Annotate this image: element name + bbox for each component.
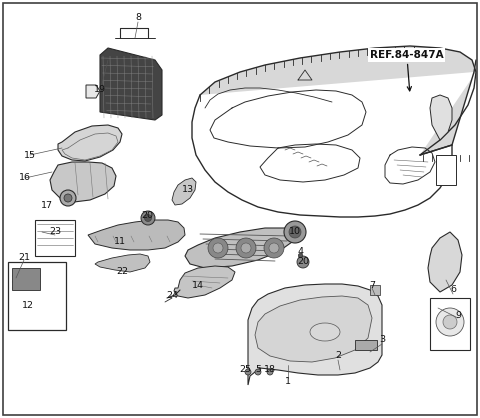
Circle shape <box>267 369 273 375</box>
Polygon shape <box>50 162 116 202</box>
Circle shape <box>289 226 301 238</box>
Text: 2: 2 <box>335 352 341 360</box>
Circle shape <box>144 214 152 222</box>
Text: 25: 25 <box>239 365 251 375</box>
Text: 17: 17 <box>41 201 53 209</box>
Circle shape <box>255 369 261 375</box>
Circle shape <box>213 243 223 253</box>
Text: 10: 10 <box>289 227 301 237</box>
Text: 22: 22 <box>116 268 128 276</box>
Text: 16: 16 <box>19 173 31 183</box>
Text: 19: 19 <box>94 86 106 94</box>
Polygon shape <box>100 48 162 120</box>
Text: 15: 15 <box>24 150 36 160</box>
Text: 12: 12 <box>22 301 34 309</box>
Circle shape <box>436 308 464 336</box>
Circle shape <box>141 211 155 225</box>
Bar <box>436 155 456 185</box>
Text: 9: 9 <box>455 311 461 319</box>
Circle shape <box>208 238 228 258</box>
Text: 20: 20 <box>141 211 153 219</box>
Text: 5: 5 <box>255 365 261 375</box>
Text: 11: 11 <box>114 237 126 247</box>
Polygon shape <box>174 266 235 298</box>
Bar <box>370 285 380 295</box>
Text: 13: 13 <box>182 186 194 194</box>
Circle shape <box>245 369 251 375</box>
Circle shape <box>60 190 76 206</box>
Polygon shape <box>430 95 452 140</box>
Bar <box>430 298 470 350</box>
Polygon shape <box>86 85 100 98</box>
Text: 8: 8 <box>135 13 141 23</box>
Text: 6: 6 <box>450 285 456 295</box>
Text: 24: 24 <box>166 291 178 300</box>
Text: 20: 20 <box>297 257 309 267</box>
Polygon shape <box>255 296 372 362</box>
Polygon shape <box>200 46 476 155</box>
Circle shape <box>297 256 309 268</box>
Polygon shape <box>58 125 122 161</box>
Circle shape <box>269 243 279 253</box>
Ellipse shape <box>310 323 340 341</box>
Polygon shape <box>185 228 295 268</box>
Bar <box>35 220 75 256</box>
Polygon shape <box>95 254 150 272</box>
Circle shape <box>264 238 284 258</box>
Circle shape <box>443 315 457 329</box>
Text: 1: 1 <box>285 377 291 387</box>
Polygon shape <box>172 178 196 205</box>
Text: 18: 18 <box>264 365 276 375</box>
Text: 3: 3 <box>379 336 385 344</box>
Bar <box>12 268 40 290</box>
Text: 4: 4 <box>297 247 303 257</box>
Bar <box>8 262 66 330</box>
Circle shape <box>64 194 72 202</box>
Bar <box>355 340 377 350</box>
Text: 7: 7 <box>369 280 375 290</box>
Text: REF.84-847A: REF.84-847A <box>370 50 444 91</box>
Circle shape <box>284 221 306 243</box>
Text: 23: 23 <box>49 227 61 237</box>
Circle shape <box>236 238 256 258</box>
Circle shape <box>241 243 251 253</box>
Text: 14: 14 <box>192 280 204 290</box>
Text: 21: 21 <box>18 253 30 263</box>
Polygon shape <box>428 232 462 292</box>
Polygon shape <box>88 220 185 250</box>
Polygon shape <box>248 284 382 385</box>
